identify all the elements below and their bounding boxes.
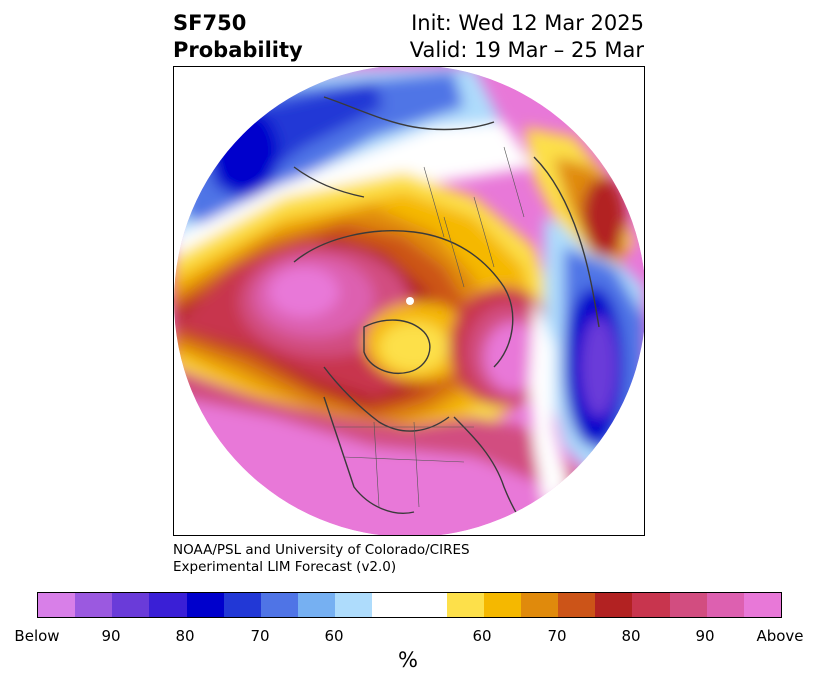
colorbar-segment: [149, 593, 187, 617]
product-label: Probability: [173, 38, 303, 62]
colorbar-segment: [38, 593, 76, 617]
colorbar-tick-label: 90: [695, 627, 715, 645]
colorbar-units: %: [398, 648, 418, 672]
polar-map-svg: [174, 67, 644, 535]
colorbar-segment: [372, 593, 447, 617]
colorbar-tick-label: 80: [621, 627, 641, 645]
colorbar-segment: [558, 593, 596, 617]
credit-line-2: Experimental LIM Forecast (v2.0): [173, 559, 397, 575]
colorbar-tick-label: 90: [101, 627, 121, 645]
colorbar-segment: [75, 593, 113, 617]
colorbar-tick-label: 60: [324, 627, 344, 645]
credit-line-1: NOAA/PSL and University of Colorado/CIRE…: [173, 542, 470, 558]
colorbar-segment: [706, 593, 744, 617]
colorbar-segment: [298, 593, 336, 617]
colorbar-segment: [223, 593, 261, 617]
colorbar-segment: [112, 593, 150, 617]
forecast-map: [173, 66, 645, 536]
variable-label: SF750: [173, 11, 247, 35]
colorbar-segment: [743, 593, 782, 617]
colorbar-segment: [186, 593, 224, 617]
colorbar-segment: [446, 593, 484, 617]
colorbar-segment: [669, 593, 707, 617]
colorbar-segment: [632, 593, 670, 617]
colorbar-segment: [335, 593, 373, 617]
credit-text: NOAA/PSL and University of Colorado/CIRE…: [173, 542, 470, 576]
colorbar-segment: [521, 593, 559, 617]
colorbar-tick-label: Below: [14, 627, 60, 645]
colorbar-tick-label: 70: [547, 627, 567, 645]
probability-field: [174, 67, 644, 535]
init-date: Init: Wed 12 Mar 2025: [411, 11, 644, 35]
colorbar-tick-label: Above: [756, 627, 804, 645]
colorbar-segment: [595, 593, 633, 617]
colorbar-segment: [483, 593, 522, 617]
map-title: SF750 Probability: [173, 10, 303, 64]
colorbar-segment: [260, 593, 299, 617]
colorbar-tick-label: 70: [250, 627, 270, 645]
colorbar: [37, 592, 782, 618]
colorbar-tick-label: 80: [175, 627, 195, 645]
valid-range: Valid: 19 Mar – 25 Mar: [409, 38, 644, 62]
political-borders: [334, 146, 525, 508]
forecast-dates: Init: Wed 12 Mar 2025 Valid: 19 Mar – 25…: [410, 10, 644, 64]
colorbar-tick-label: 60: [472, 627, 492, 645]
